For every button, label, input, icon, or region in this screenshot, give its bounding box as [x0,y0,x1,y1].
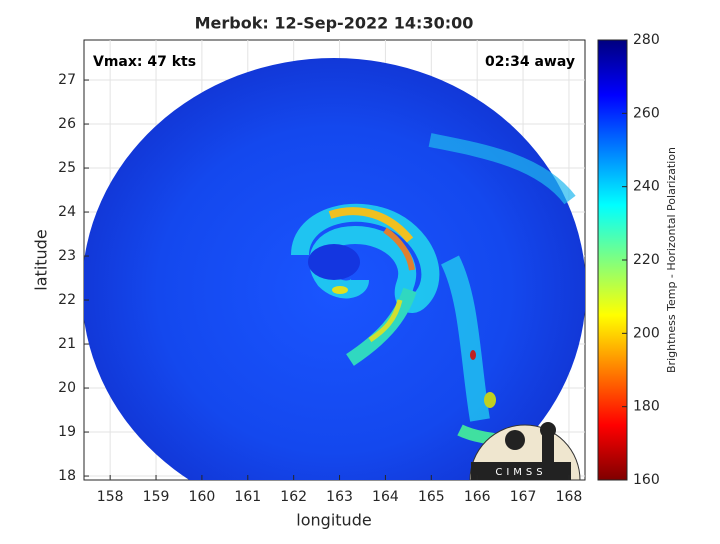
x-tick-label: 158 [97,489,124,505]
x-axis-label: longitude [296,511,371,530]
annotation: 02:34 away [485,54,575,70]
x-tick-label: 159 [143,489,170,505]
y-tick-label: 23 [58,248,76,264]
colorbar-label: Brightness Temp - Horizontal Polarizatio… [665,147,678,373]
chart-title: Merbok: 12-Sep-2022 14:30:00 [195,14,474,33]
x-tick-label: 167 [510,489,537,505]
y-tick-label: 27 [58,72,76,88]
x-tick-label: 168 [556,489,583,505]
y-tick-label: 18 [58,468,76,484]
satellite-image [84,58,585,480]
logo: CIMSS [469,422,581,481]
x-tick-label: 161 [234,489,261,505]
y-tick-label: 22 [58,292,76,308]
y-tick-label: 24 [58,204,76,220]
colorbar-tick-label: 220 [633,252,660,268]
colorbar-tick-label: 280 [633,32,660,48]
x-tick-label: 165 [418,489,445,505]
x-tick-label: 160 [189,489,216,505]
y-tick-label: 19 [58,424,76,440]
colorbar-tick-label: 260 [633,105,660,121]
y-tick-label: 25 [58,160,76,176]
colorbar-tick-label: 240 [633,179,660,195]
y-tick-label: 26 [58,116,76,132]
y-tick-label: 20 [58,380,76,396]
x-tick-label: 162 [280,489,307,505]
y-axis-label: latitude [32,229,51,290]
colorbar-tick-label: 180 [633,399,660,415]
x-tick-label: 163 [326,489,353,505]
x-tick-label: 164 [372,489,399,505]
logo-text: CIMSS [495,467,546,478]
colorbar-tick-label: 200 [633,325,660,341]
annotation: Vmax: 47 kts [93,54,196,70]
colorbar-tick-label: 160 [633,472,660,488]
x-tick-label: 166 [464,489,491,505]
y-tick-label: 21 [58,336,76,352]
